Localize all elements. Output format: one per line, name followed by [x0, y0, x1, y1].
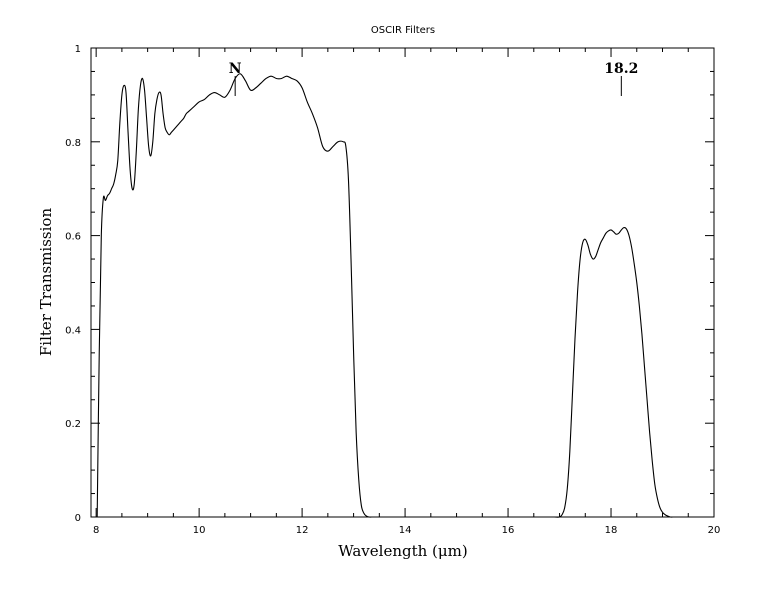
- y-axis-label: Filter Transmission: [37, 208, 55, 357]
- axis-ticks: [91, 47, 715, 518]
- x-tick-label: 10: [193, 525, 206, 536]
- annotation-label: N: [229, 61, 242, 77]
- series-line-0: [96, 73, 395, 518]
- x-tick-label: 8: [93, 525, 99, 536]
- x-tick-label: 14: [399, 525, 412, 536]
- chart-title: OSCIR Filters: [371, 25, 435, 36]
- y-tick-label: 0.2: [65, 419, 81, 430]
- series-line-1: [549, 227, 704, 518]
- y-tick-label: 0.6: [65, 232, 81, 243]
- x-tick-labels: 8 10 12 14 16 18 20: [93, 525, 720, 536]
- x-tick-label: 16: [502, 525, 515, 536]
- y-tick-label: 0: [75, 513, 81, 524]
- y-tick-label: 0.4: [65, 325, 81, 336]
- series-curves: [96, 73, 704, 518]
- x-axis-label: Wavelength (μm): [338, 542, 467, 560]
- x-tick-label: 12: [296, 525, 309, 536]
- x-tick-label: 18: [605, 525, 618, 536]
- annotation-label: 18.2: [604, 61, 638, 77]
- filter-annotations: N 18.2: [229, 61, 638, 96]
- y-tick-labels: 0 0.2 0.4 0.6 0.8 1: [65, 44, 81, 524]
- x-tick-label: 20: [708, 525, 721, 536]
- y-tick-label: 0.8: [65, 138, 81, 149]
- plot-frame: [90, 47, 715, 518]
- y-tick-label: 1: [75, 44, 81, 55]
